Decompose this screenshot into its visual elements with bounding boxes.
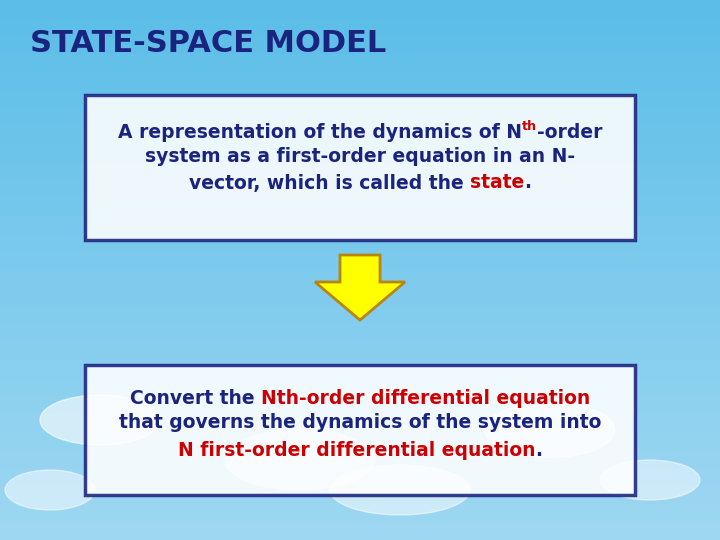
Ellipse shape	[330, 465, 470, 515]
Bar	[0, 306, 720, 324]
FancyBboxPatch shape	[85, 365, 635, 495]
Bar	[0, 342, 720, 360]
Text: that governs the dynamics of the system into: that governs the dynamics of the system …	[119, 414, 601, 433]
Bar	[0, 36, 720, 54]
Text: system as a first-order equation in an N-: system as a first-order equation in an N…	[145, 147, 575, 166]
Text: Nth-order differential equation: Nth-order differential equation	[261, 388, 590, 408]
Bar	[0, 144, 720, 162]
Bar	[0, 414, 720, 432]
Bar	[0, 378, 720, 396]
Bar	[0, 360, 720, 378]
Bar	[0, 126, 720, 144]
Bar	[0, 0, 720, 18]
Text: .: .	[535, 441, 542, 460]
Bar	[0, 234, 720, 252]
Bar	[0, 504, 720, 522]
Text: state: state	[470, 173, 524, 192]
Bar	[0, 270, 720, 288]
Text: N first-order differential equation: N first-order differential equation	[178, 441, 535, 460]
Bar	[0, 72, 720, 90]
Text: A representation of the dynamics of N: A representation of the dynamics of N	[117, 123, 522, 141]
Bar	[0, 54, 720, 72]
Bar	[0, 90, 720, 108]
FancyBboxPatch shape	[85, 95, 635, 240]
Bar	[0, 450, 720, 468]
Bar	[0, 18, 720, 36]
Polygon shape	[315, 255, 405, 320]
Text: Convert the: Convert the	[130, 388, 261, 408]
Text: .: .	[524, 173, 531, 192]
Bar	[0, 216, 720, 234]
Ellipse shape	[485, 402, 615, 457]
Bar	[0, 288, 720, 306]
Ellipse shape	[225, 430, 375, 490]
Bar	[0, 468, 720, 486]
Bar	[0, 324, 720, 342]
Ellipse shape	[5, 470, 95, 510]
Bar	[0, 198, 720, 216]
Text: th: th	[522, 119, 537, 132]
Ellipse shape	[600, 460, 700, 500]
Bar	[0, 432, 720, 450]
Bar	[0, 396, 720, 414]
Bar	[0, 522, 720, 540]
Text: STATE-SPACE MODEL: STATE-SPACE MODEL	[30, 29, 386, 58]
Bar	[0, 162, 720, 180]
Text: -order: -order	[537, 123, 603, 141]
Ellipse shape	[40, 395, 160, 445]
Bar	[0, 252, 720, 270]
Bar	[0, 108, 720, 126]
Bar	[0, 180, 720, 198]
Bar	[0, 486, 720, 504]
Text: vector, which is called the: vector, which is called the	[189, 173, 470, 192]
